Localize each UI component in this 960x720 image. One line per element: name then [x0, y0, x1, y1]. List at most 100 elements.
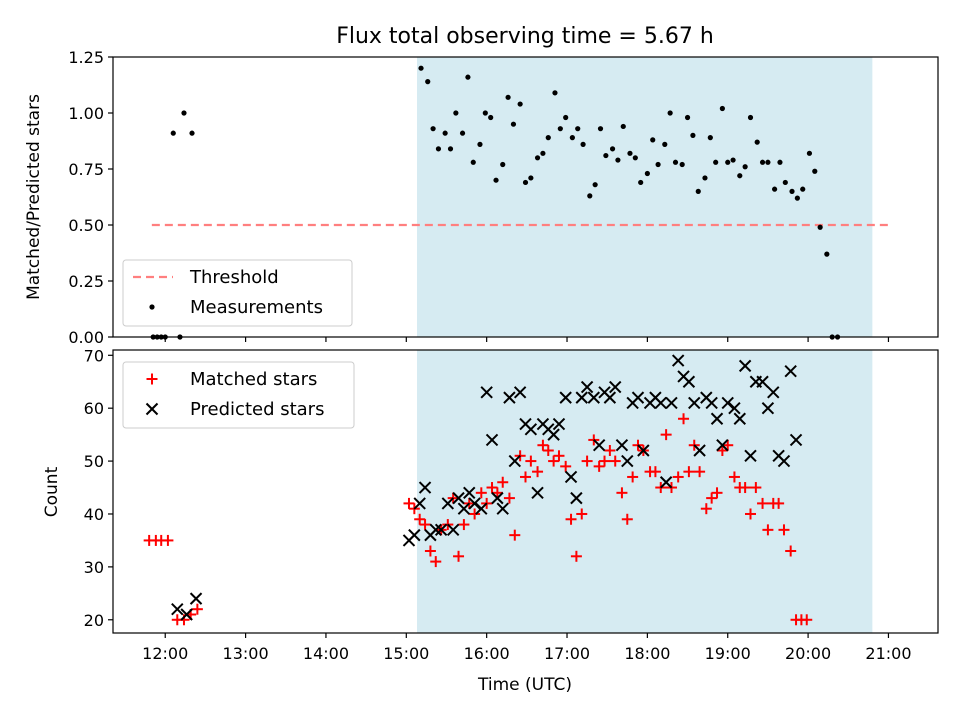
bottom-panel: 20 30 40 50 60 70 12:00 13:00 14:00 15:00 16:00 17… [42, 346, 939, 695]
predicted-star-point [575, 391, 588, 404]
matched-star-point [548, 455, 560, 467]
matched-star-point [627, 471, 639, 483]
measurement-point [418, 65, 424, 71]
top-plot-frame [112, 56, 939, 338]
predicted-star-point [475, 502, 488, 515]
bottom-y-ticks: 20 30 40 50 60 70 [84, 346, 113, 630]
measurement-point [477, 141, 483, 147]
measurement-point [620, 123, 626, 130]
matched-star-point [599, 455, 611, 467]
measurement-point [627, 150, 633, 156]
measurement-point [540, 150, 546, 156]
measurement-point [759, 159, 766, 165]
predicted-star-point [480, 386, 493, 399]
measurement-point [655, 161, 661, 168]
predicted-star-point [654, 396, 667, 410]
matched-star-point [453, 550, 465, 562]
measurement-point [425, 79, 431, 85]
x-tick-label: 16:00 [464, 644, 510, 663]
predicted-stars-points [171, 354, 803, 621]
matched-star-point [778, 524, 790, 536]
matched-star-point [469, 508, 481, 520]
measurement-point [488, 114, 494, 121]
y-tick-label: 30 [84, 558, 104, 577]
measurement-point [638, 179, 644, 186]
matched-star-point [191, 603, 203, 615]
top-legend-box [122, 259, 353, 327]
predicted-star-point [665, 396, 678, 410]
measurement-point [534, 155, 541, 161]
measurement-point [528, 175, 534, 181]
matched-star-point [430, 556, 442, 568]
top-panel: 0.00 0.25 0.50 0.75 1.00 1.25 Flux total obse… [24, 24, 939, 347]
y-tick-label: 60 [84, 399, 104, 418]
measurement-point [794, 195, 800, 201]
predicted-star-point [457, 502, 471, 515]
y-tick-label: 1.00 [68, 104, 104, 123]
matched-star-point [762, 524, 774, 536]
bottom-y-axis-label: Count [42, 466, 62, 517]
measurement-point [713, 159, 719, 165]
matched-star-point [520, 471, 531, 483]
measurement-point [650, 137, 656, 143]
legend-predicted-swatch [145, 402, 159, 416]
measurement-point [587, 193, 593, 199]
measurement-point [644, 170, 650, 177]
predicted-star-point [429, 523, 442, 537]
matched-star-point [660, 429, 672, 441]
predicted-star-point [716, 439, 729, 452]
x-tick-label: 18:00 [624, 644, 670, 663]
predicted-star-point [784, 364, 797, 378]
measurement-point [672, 159, 679, 165]
measurement-point [667, 110, 673, 116]
matched-star-point [801, 614, 813, 626]
matched-star-point [621, 513, 633, 525]
predicted-star-point [761, 401, 775, 415]
measurement-point [453, 110, 459, 116]
matched-star-point [525, 455, 537, 467]
matched-star-point [497, 476, 509, 488]
matched-star-point [503, 492, 515, 504]
y-tick-label: 70 [84, 346, 104, 365]
legend-measurements-label: Measurements [190, 297, 323, 318]
measurement-point [592, 182, 598, 188]
predicted-star-point [547, 428, 560, 441]
measurement-point [575, 126, 581, 132]
measurement-point [679, 161, 685, 168]
legend-predicted-label: Predicted stars [190, 399, 324, 420]
measurement-point [465, 74, 471, 80]
matched-star-point [576, 508, 588, 520]
predicted-star-point [637, 444, 650, 457]
matched-star-point [414, 513, 426, 525]
matched-star-point [604, 445, 616, 457]
x-tick-label: 12:00 [142, 644, 188, 663]
predicted-star-point [592, 439, 606, 452]
predicted-star-point [738, 359, 752, 373]
matched-star-point [537, 439, 549, 451]
legend-threshold-label: Threshold [189, 267, 279, 288]
x-tick-label: 15:00 [383, 644, 429, 663]
top-legend: Threshold Measurements [122, 259, 353, 327]
matched-star-point [711, 487, 723, 499]
matched-star-point [706, 492, 718, 504]
predicted-star-point [570, 491, 583, 505]
legend-plus-marker [146, 373, 158, 385]
predicted-star-point [524, 423, 538, 436]
legend-measurements-swatch [149, 304, 155, 310]
predicted-star-point [603, 391, 617, 404]
y-tick-label: 0.00 [68, 328, 104, 347]
measurement-point [563, 114, 569, 121]
measurement-point [430, 126, 436, 132]
y-tick-label: 0.25 [68, 272, 104, 291]
matched-star-point [475, 487, 487, 499]
measurement-point [181, 110, 187, 116]
matched-star-point [678, 413, 690, 425]
predicted-star-point [580, 380, 594, 394]
measurement-point [597, 126, 604, 132]
measurement-point [580, 141, 586, 147]
matched-star-point [745, 508, 756, 520]
legend-matched-label: Matched stars [190, 369, 317, 390]
matched-star-point [458, 519, 470, 531]
measurement-point [817, 224, 823, 230]
measurement-point [517, 101, 523, 107]
